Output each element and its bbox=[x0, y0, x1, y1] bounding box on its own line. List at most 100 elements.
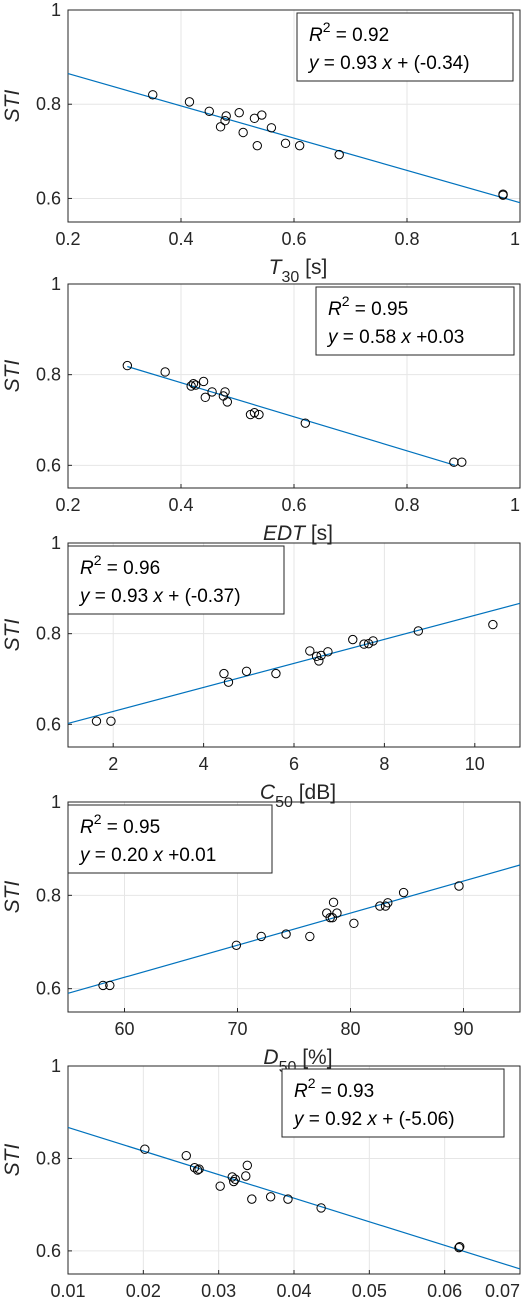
r-symbol: R bbox=[294, 1081, 308, 1102]
x-tick-label: 60 bbox=[114, 1019, 134, 1039]
y-tick-label: 1 bbox=[51, 533, 61, 553]
data-point bbox=[359, 639, 369, 649]
y-tick-label: 1 bbox=[51, 1056, 61, 1076]
data-point bbox=[227, 1172, 237, 1182]
data-point bbox=[140, 1144, 150, 1154]
r-squared-value: = 0.93 bbox=[316, 1081, 375, 1102]
x-tick-label: 0.01 bbox=[50, 1281, 85, 1301]
y-tick-label: 0.6 bbox=[36, 979, 61, 999]
x-tick-label: 0.2 bbox=[55, 495, 80, 515]
data-point bbox=[98, 980, 108, 991]
data-point bbox=[230, 1174, 240, 1184]
data-point bbox=[300, 418, 310, 428]
data-point bbox=[184, 97, 195, 107]
x-tick-label: 1 bbox=[510, 229, 520, 249]
data-point bbox=[488, 619, 498, 630]
data-point bbox=[457, 457, 467, 467]
eq-x: x bbox=[152, 586, 164, 607]
r-squared-value: = 0.96 bbox=[102, 558, 161, 579]
x-tick-label: 6 bbox=[289, 754, 299, 774]
x-tick-label: 90 bbox=[453, 1019, 473, 1039]
eq-intercept: + (-0.37) bbox=[163, 586, 241, 607]
y-tick-label: 1 bbox=[51, 274, 61, 294]
chart-panel-2: 0.2 0.4 0.6 0.8 1 0.6 0.8 1 STI EDT [s] R2 = 0.95 y… bbox=[1, 274, 521, 545]
y-axis-label: STI bbox=[1, 360, 24, 393]
data-point bbox=[266, 123, 277, 133]
data-point bbox=[334, 149, 344, 160]
x-axis-label: EDT [s] bbox=[263, 522, 333, 545]
r-squared-label: R2 = 0.92 bbox=[309, 19, 389, 46]
data-point bbox=[234, 108, 244, 118]
y-tick-label: 0.8 bbox=[36, 624, 61, 644]
data-point bbox=[454, 1242, 464, 1253]
data-points bbox=[91, 619, 498, 726]
data-point bbox=[188, 379, 199, 389]
x-tick-label: 0.6 bbox=[281, 495, 306, 515]
y-axis-label: STI bbox=[1, 1144, 24, 1177]
data-point bbox=[215, 122, 226, 132]
fit-equation: y = 0.93 x + (-0.37) bbox=[78, 586, 241, 607]
x-axis-label-unit: [s] bbox=[305, 522, 333, 545]
eq-slope: = 0.93 bbox=[90, 586, 154, 607]
r-squared-label: R2 = 0.96 bbox=[80, 552, 160, 579]
data-point bbox=[207, 387, 217, 397]
data-point bbox=[247, 1194, 257, 1204]
y-axis-label: STI bbox=[1, 90, 24, 123]
data-point bbox=[305, 646, 315, 656]
data-point bbox=[181, 1150, 191, 1161]
r-superscript: 2 bbox=[342, 293, 350, 309]
data-point bbox=[192, 1165, 203, 1175]
x-axis-label-unit: [%] bbox=[296, 1046, 332, 1069]
x-axis-label-unit: [s] bbox=[299, 256, 327, 279]
r-squared-label: R2 = 0.95 bbox=[328, 293, 408, 320]
annotation-box: R2 = 0.92 y = 0.93 x + (-0.34) bbox=[296, 12, 514, 82]
data-point bbox=[204, 106, 214, 116]
data-point bbox=[221, 111, 231, 121]
data-point bbox=[215, 1181, 225, 1191]
data-point bbox=[323, 647, 333, 657]
data-point bbox=[105, 980, 115, 991]
data-point bbox=[375, 901, 385, 911]
data-point bbox=[348, 634, 358, 645]
r-superscript: 2 bbox=[94, 552, 102, 568]
x-axis-label-symbol: D bbox=[263, 1046, 278, 1069]
r-squared-label: R2 = 0.93 bbox=[294, 1075, 374, 1102]
eq-intercept: + (-5.06) bbox=[377, 1109, 455, 1130]
data-point bbox=[222, 397, 233, 407]
data-point bbox=[122, 360, 133, 371]
data-point bbox=[257, 110, 267, 120]
data-point bbox=[455, 1242, 465, 1252]
data-points bbox=[122, 360, 467, 467]
r-symbol: R bbox=[328, 299, 342, 320]
eq-intercept: +0.03 bbox=[411, 327, 464, 348]
x-axis-label: C50 [dB] bbox=[260, 781, 336, 811]
data-point bbox=[190, 380, 201, 390]
data-point bbox=[311, 651, 322, 662]
data-point bbox=[241, 666, 252, 676]
r-symbol: R bbox=[80, 817, 94, 838]
eq-intercept: + (-0.34) bbox=[392, 53, 470, 74]
data-points bbox=[148, 90, 508, 200]
data-point bbox=[281, 929, 291, 939]
r-superscript: 2 bbox=[94, 811, 102, 827]
y-tick-label: 0.6 bbox=[36, 714, 61, 734]
data-point bbox=[198, 376, 209, 387]
data-point bbox=[294, 140, 305, 151]
x-tick-label: 0.6 bbox=[281, 229, 306, 249]
y-axis-label: STI bbox=[1, 619, 24, 652]
r-superscript: 2 bbox=[308, 1075, 316, 1091]
x-tick-label: 8 bbox=[379, 754, 389, 774]
x-tick-label: 1 bbox=[510, 495, 520, 515]
x-tick-label: 0.04 bbox=[276, 1281, 311, 1301]
data-point bbox=[328, 897, 339, 908]
data-point bbox=[280, 138, 291, 149]
chart-panel-4: 60 70 80 90 0.6 0.8 1 STI D50 [%] R2 = 0.95 y = 0.… bbox=[1, 792, 521, 1076]
data-point bbox=[256, 931, 266, 942]
y-tick-label: 0.8 bbox=[36, 885, 61, 905]
annotation-box: R2 = 0.95 y = 0.58 x +0.03 bbox=[315, 286, 515, 356]
annotation-frame bbox=[67, 804, 273, 874]
data-point bbox=[325, 913, 335, 923]
r-symbol: R bbox=[309, 25, 323, 46]
regression-line bbox=[67, 864, 521, 994]
